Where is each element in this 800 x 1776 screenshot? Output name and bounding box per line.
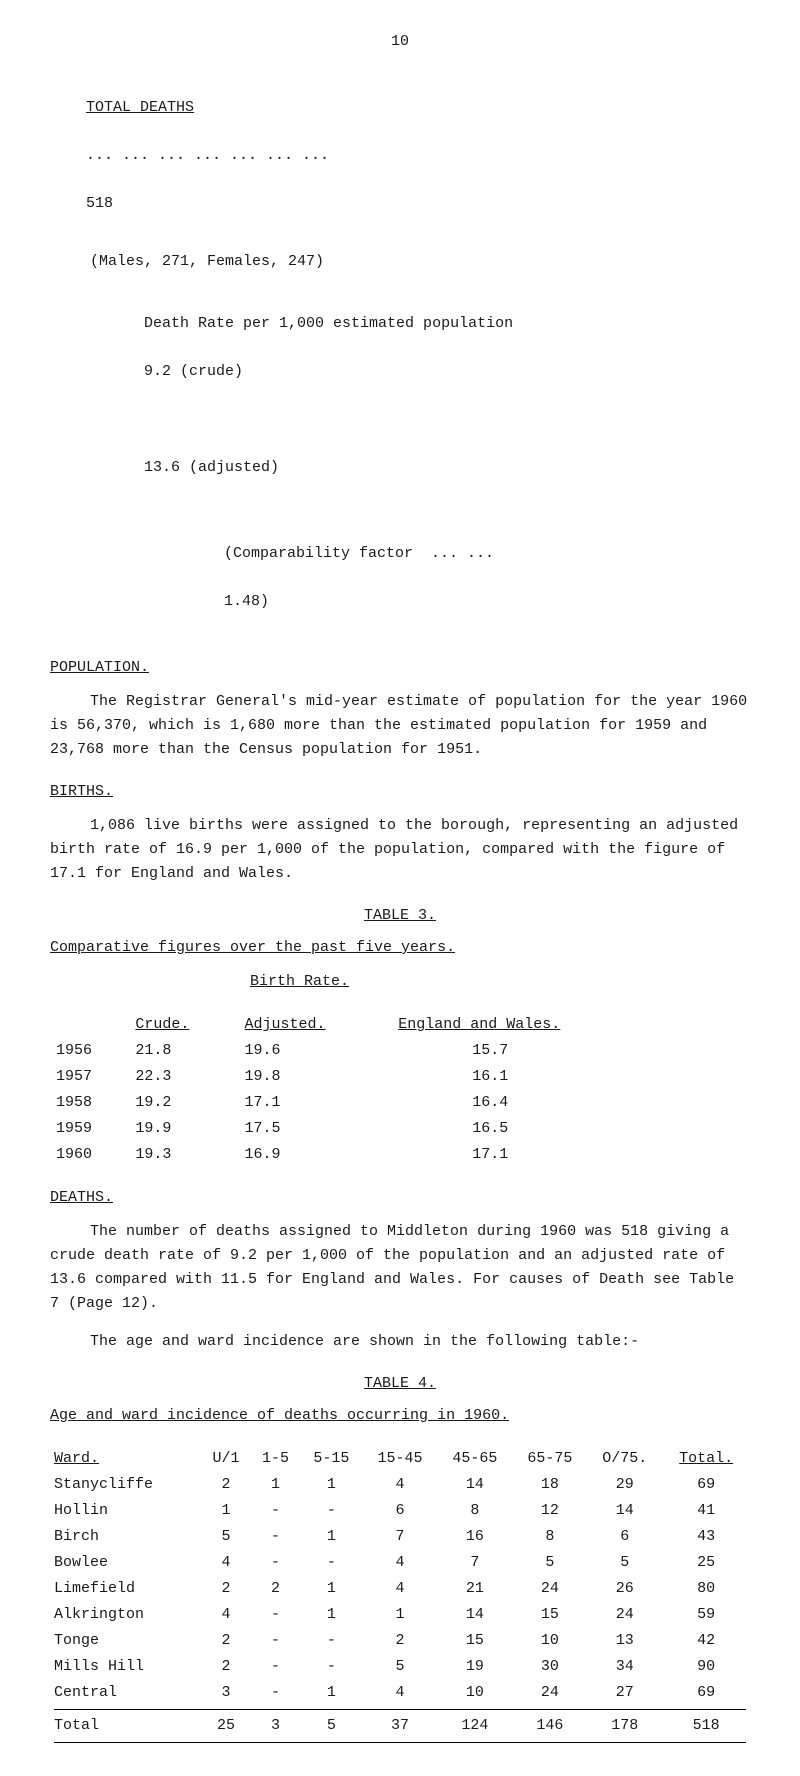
col-header: 65-75 bbox=[512, 1446, 587, 1472]
col-header: 5-15 bbox=[300, 1446, 362, 1472]
total-deaths-dots: ... ... ... ... ... ... ... bbox=[86, 147, 329, 164]
table-row: Tonge2--215101342 bbox=[50, 1628, 750, 1654]
table-row: Mills Hill2--519303490 bbox=[50, 1654, 750, 1680]
comparability-value: 1.48) bbox=[224, 593, 269, 610]
table3-title: TABLE 3. bbox=[364, 907, 436, 924]
table3-subtitle: Comparative figures over the past five y… bbox=[50, 939, 455, 956]
table-row: 195819.217.116.4 bbox=[50, 1090, 680, 1116]
deaths-breakdown: (Males, 271, Females, 247) bbox=[50, 250, 750, 274]
table-row: Stanycliffe211414182969 bbox=[50, 1472, 750, 1498]
dots bbox=[86, 123, 104, 140]
total-deaths-value: 518 bbox=[86, 195, 113, 212]
col-header: O/75. bbox=[587, 1446, 662, 1472]
death-rate-label: Death Rate per 1,000 estimated populatio… bbox=[144, 315, 513, 332]
col-header: 1-5 bbox=[251, 1446, 301, 1472]
spacer bbox=[224, 569, 296, 586]
death-rate-crude: 9.2 (crude) bbox=[144, 363, 243, 380]
deaths-heading: DEATHS. bbox=[50, 1186, 750, 1210]
table4-title: TABLE 4. bbox=[364, 1375, 436, 1392]
table-row: Alkrington4-1114152459 bbox=[50, 1602, 750, 1628]
col-header: U/1 bbox=[201, 1446, 251, 1472]
table-row: Birch5-17168643 bbox=[50, 1524, 750, 1550]
table3: Crude. Adjusted. England and Wales. 1956… bbox=[50, 1012, 680, 1168]
table4: Ward.U/11-55-1515-4545-6565-75O/75.Total… bbox=[50, 1446, 750, 1746]
spacer bbox=[144, 435, 558, 452]
col-adjusted: Adjusted. bbox=[245, 1016, 326, 1033]
deaths-para2: The age and ward incidence are shown in … bbox=[50, 1330, 750, 1354]
table-row: 196019.316.917.1 bbox=[50, 1142, 680, 1168]
page-number: 10 bbox=[50, 30, 750, 54]
population-paragraph: The Registrar General's mid-year estimat… bbox=[50, 690, 750, 762]
table-row: 195722.319.816.1 bbox=[50, 1064, 680, 1090]
total-deaths-label: TOTAL DEATHS bbox=[86, 99, 194, 116]
table-row: 195919.917.516.5 bbox=[50, 1116, 680, 1142]
col-header: Ward. bbox=[50, 1446, 201, 1472]
comparability-label: (Comparability factor ... ... bbox=[224, 545, 494, 562]
total-row: Total253537124146178518 bbox=[50, 1713, 750, 1739]
col-ew: England and Wales. bbox=[398, 1016, 560, 1033]
death-rate-adjusted: 13.6 (adjusted) bbox=[144, 459, 279, 476]
col-header: Total. bbox=[662, 1446, 750, 1472]
table-row: Central3-1410242769 bbox=[50, 1680, 750, 1706]
births-heading: BIRTHS. bbox=[50, 780, 750, 804]
col-header: 45-65 bbox=[437, 1446, 512, 1472]
col-crude: Crude. bbox=[135, 1016, 189, 1033]
spacer bbox=[86, 171, 131, 188]
deaths-para1: The number of deaths assigned to Middlet… bbox=[50, 1220, 750, 1316]
table-row: Bowlee4--475525 bbox=[50, 1550, 750, 1576]
table-row: Limefield221421242680 bbox=[50, 1576, 750, 1602]
col-header: 15-45 bbox=[363, 1446, 438, 1472]
spacer bbox=[144, 339, 189, 356]
birth-rate-heading: Birth Rate. bbox=[250, 973, 349, 990]
table-row: 195621.819.615.7 bbox=[50, 1038, 680, 1064]
population-heading: POPULATION. bbox=[50, 656, 750, 680]
table4-subtitle: Age and ward incidence of deaths occurri… bbox=[50, 1407, 509, 1424]
table-row: Hollin1--68121441 bbox=[50, 1498, 750, 1524]
births-paragraph: 1,086 live births were assigned to the b… bbox=[50, 814, 750, 886]
